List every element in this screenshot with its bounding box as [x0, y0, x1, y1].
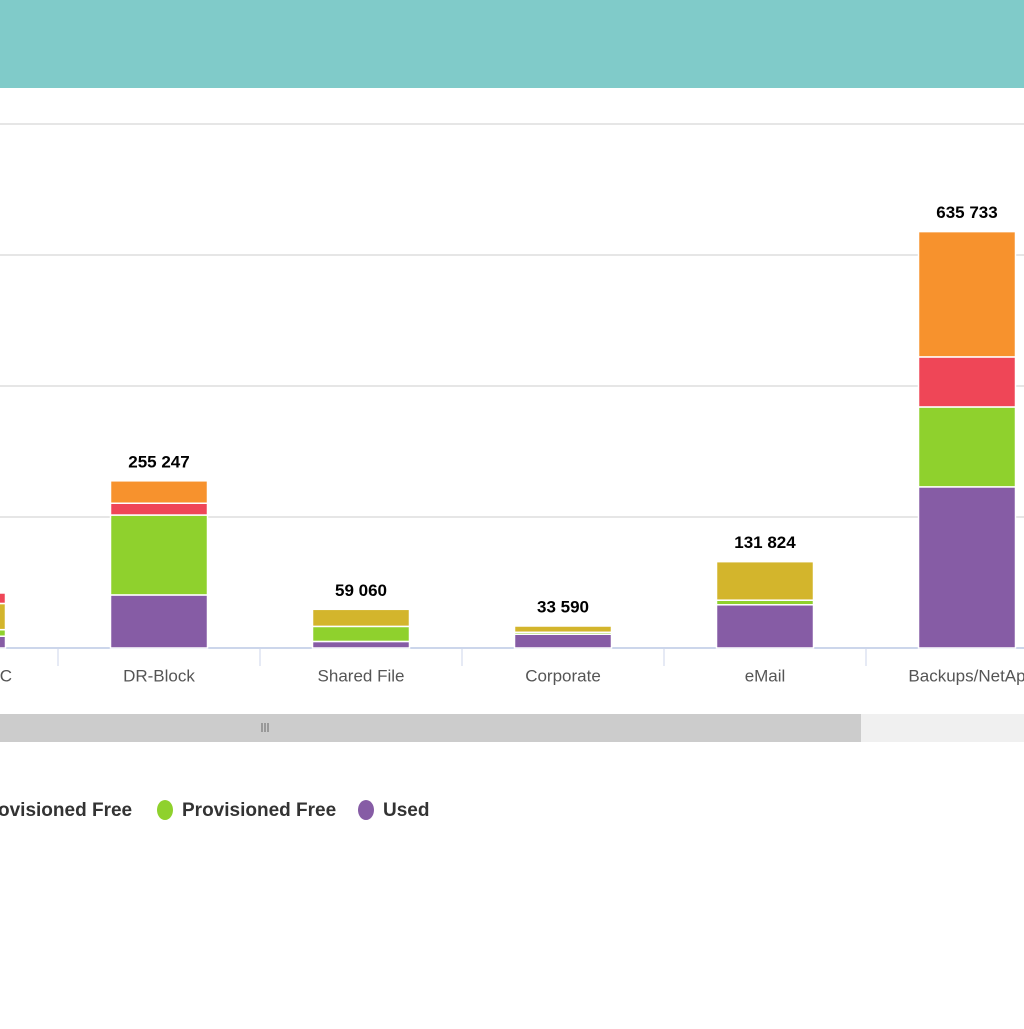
bar-segment — [109, 594, 209, 649]
bar-segment — [917, 406, 1017, 488]
scrollbar-track[interactable] — [861, 714, 1024, 742]
legend-label: ovisioned Free — [0, 800, 132, 821]
bar-segment — [311, 640, 411, 649]
bar-segment — [109, 514, 209, 596]
bar-segment — [513, 633, 613, 649]
value-label: 131 824 — [734, 533, 796, 552]
legend-marker — [157, 800, 173, 820]
scrollbar-thumb[interactable] — [0, 714, 861, 742]
bar-segment — [917, 230, 1017, 358]
legend-label: Used — [383, 800, 429, 821]
legend-label: Provisioned Free — [182, 800, 336, 821]
bar-segment — [109, 480, 209, 504]
x-tick-label: eMail — [745, 666, 786, 685]
header-bar — [0, 0, 1024, 88]
bar-segment — [0, 602, 7, 631]
bar-segment — [0, 628, 7, 637]
scrollbar-grip — [261, 723, 269, 732]
x-tick-label: Backups/NetAp — [908, 666, 1024, 685]
legend-marker — [358, 800, 374, 820]
bar-segment — [917, 486, 1017, 649]
bar-segment — [0, 592, 7, 605]
bar-segment — [311, 625, 411, 643]
bar-segment — [109, 502, 209, 516]
bar-segment — [311, 608, 411, 628]
bar-segment — [715, 560, 815, 601]
value-label: 59 060 — [335, 581, 387, 600]
x-tick-label: Shared File — [318, 666, 405, 685]
value-label: 33 590 — [537, 597, 589, 616]
bar-segment — [715, 604, 815, 649]
bar-segment — [513, 625, 613, 634]
value-label: 635 733 — [936, 203, 997, 222]
value-label: 255 247 — [128, 452, 189, 471]
x-tick-label: C — [0, 666, 12, 685]
x-tick-label: Corporate — [525, 666, 601, 685]
x-tick-label: DR-Block — [123, 666, 195, 685]
bar-segment — [0, 635, 7, 649]
bar-segment — [917, 356, 1017, 408]
